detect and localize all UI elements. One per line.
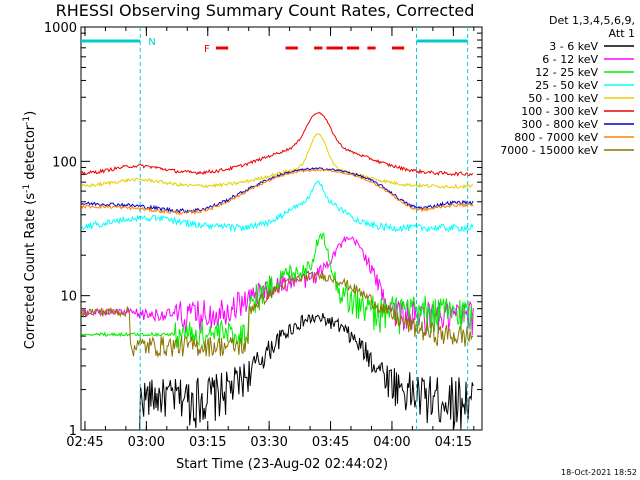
legend-label-25-50-kev: 25 - 50 keV xyxy=(535,79,598,92)
x-tick-label: 03:15 xyxy=(189,435,226,450)
x-tick-label: 03:45 xyxy=(312,435,349,450)
legend-label-3-6-kev: 3 - 6 keV xyxy=(549,40,598,53)
chart-title: RHESSI Observing Summary Count Rates, Co… xyxy=(56,1,475,20)
x-tick-label: 04:15 xyxy=(435,435,472,450)
legend-header-line2: Att 1 xyxy=(609,27,635,40)
series-line-100-300-kev xyxy=(81,111,474,177)
series-line-25-50-kev xyxy=(80,180,474,233)
x-axis-label: Start Time (23-Aug-02 02:44:02) xyxy=(176,457,388,472)
legend-header-line1: Det 1,3,4,5,6,9, xyxy=(549,14,635,27)
x-tick-label: 03:00 xyxy=(128,435,165,450)
legend-label-50-100-kev: 50 - 100 keV xyxy=(528,92,598,105)
y-tick-label: 1 xyxy=(69,424,77,439)
y-axis-label-main: Corrected Count Rate (s xyxy=(23,193,38,350)
y-axis-label: Corrected Count Rate (s-1 detector-1) xyxy=(22,111,38,349)
timestamp: 18-Oct-2021 18:52 xyxy=(561,468,637,477)
y-axis-label-end: ) xyxy=(23,111,38,116)
y-tick-label: 1000 xyxy=(44,21,77,36)
plot-area: 1 10 100 1000 02:45 03:00 03:15 03:30 03:45 04:00… xyxy=(44,21,483,450)
x-tick-label: 03:30 xyxy=(250,435,287,450)
y-tick-label: 10 xyxy=(60,290,77,305)
x-tick-label: 04:00 xyxy=(373,435,410,450)
night-annotation-label: N xyxy=(148,37,155,48)
series-line-800-7000-kev xyxy=(80,168,474,216)
legend-label-6-12-kev: 6 - 12 keV xyxy=(542,53,598,66)
plot-frame xyxy=(80,26,483,431)
legend-label-100-300-kev: 100 - 300 keV xyxy=(521,105,598,118)
legend-label-800-7000-kev: 800 - 7000 keV xyxy=(514,131,598,144)
y-axis-label-sup2: -1 xyxy=(22,116,32,125)
legend-label-7000-15000-kev: 7000 - 15000 keV xyxy=(500,144,598,157)
legend-label-12-25-kev: 12 - 25 keV xyxy=(535,66,598,79)
series-line-12-25-kev xyxy=(80,232,474,349)
y-axis-label-mid: detector xyxy=(23,124,38,184)
flare-annotation-label: F xyxy=(204,44,210,55)
legend-label-300-800-kev: 300 - 800 keV xyxy=(521,118,598,131)
series-line-7000-15000-kev xyxy=(80,271,474,359)
x-tick-label: 02:45 xyxy=(66,435,103,450)
series-line-50-100-kev xyxy=(81,133,474,190)
series-line-3-6-kev xyxy=(81,312,474,431)
y-axis-label-sup1: -1 xyxy=(22,184,32,193)
y-tick-label: 100 xyxy=(52,155,77,170)
